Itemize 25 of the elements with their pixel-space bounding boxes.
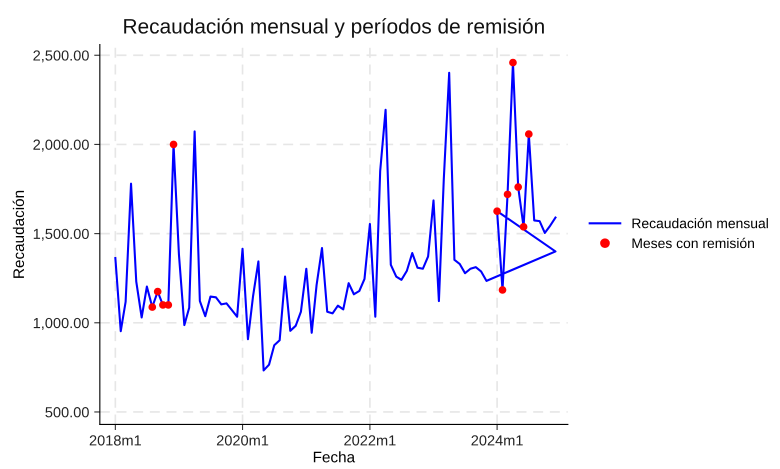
y-tick-label: 2,000.00 <box>33 140 89 152</box>
point <box>498 286 506 294</box>
point <box>164 301 172 309</box>
x-tick-label: 2020m1 <box>216 435 268 446</box>
y-tick-label: 1,500.00 <box>34 228 89 241</box>
point <box>504 190 512 198</box>
legend-label: Recaudación mensual <box>632 218 768 228</box>
legend-label: Meses con remisión <box>632 238 754 248</box>
point <box>520 223 528 231</box>
point <box>148 303 156 311</box>
x-tick-label: 2018m1 <box>90 435 141 446</box>
x-axis-title: Fecha <box>314 451 356 462</box>
point <box>525 130 533 138</box>
chart-title: Recaudación mensual y períodos de remisión <box>124 18 544 38</box>
point <box>154 288 162 296</box>
point <box>493 207 501 215</box>
y-tick-label: 2,500.00 <box>33 50 89 62</box>
y-axis-title: Recaudación <box>12 190 24 278</box>
y-tick-label: 500.00 <box>45 407 89 418</box>
point <box>509 58 517 66</box>
x-tick-label: 2022m1 <box>344 435 396 446</box>
point <box>514 183 522 191</box>
point <box>170 140 178 148</box>
x-tick-label: 2024m1 <box>471 435 523 446</box>
y-tick-label: 1,000.00 <box>34 318 89 330</box>
